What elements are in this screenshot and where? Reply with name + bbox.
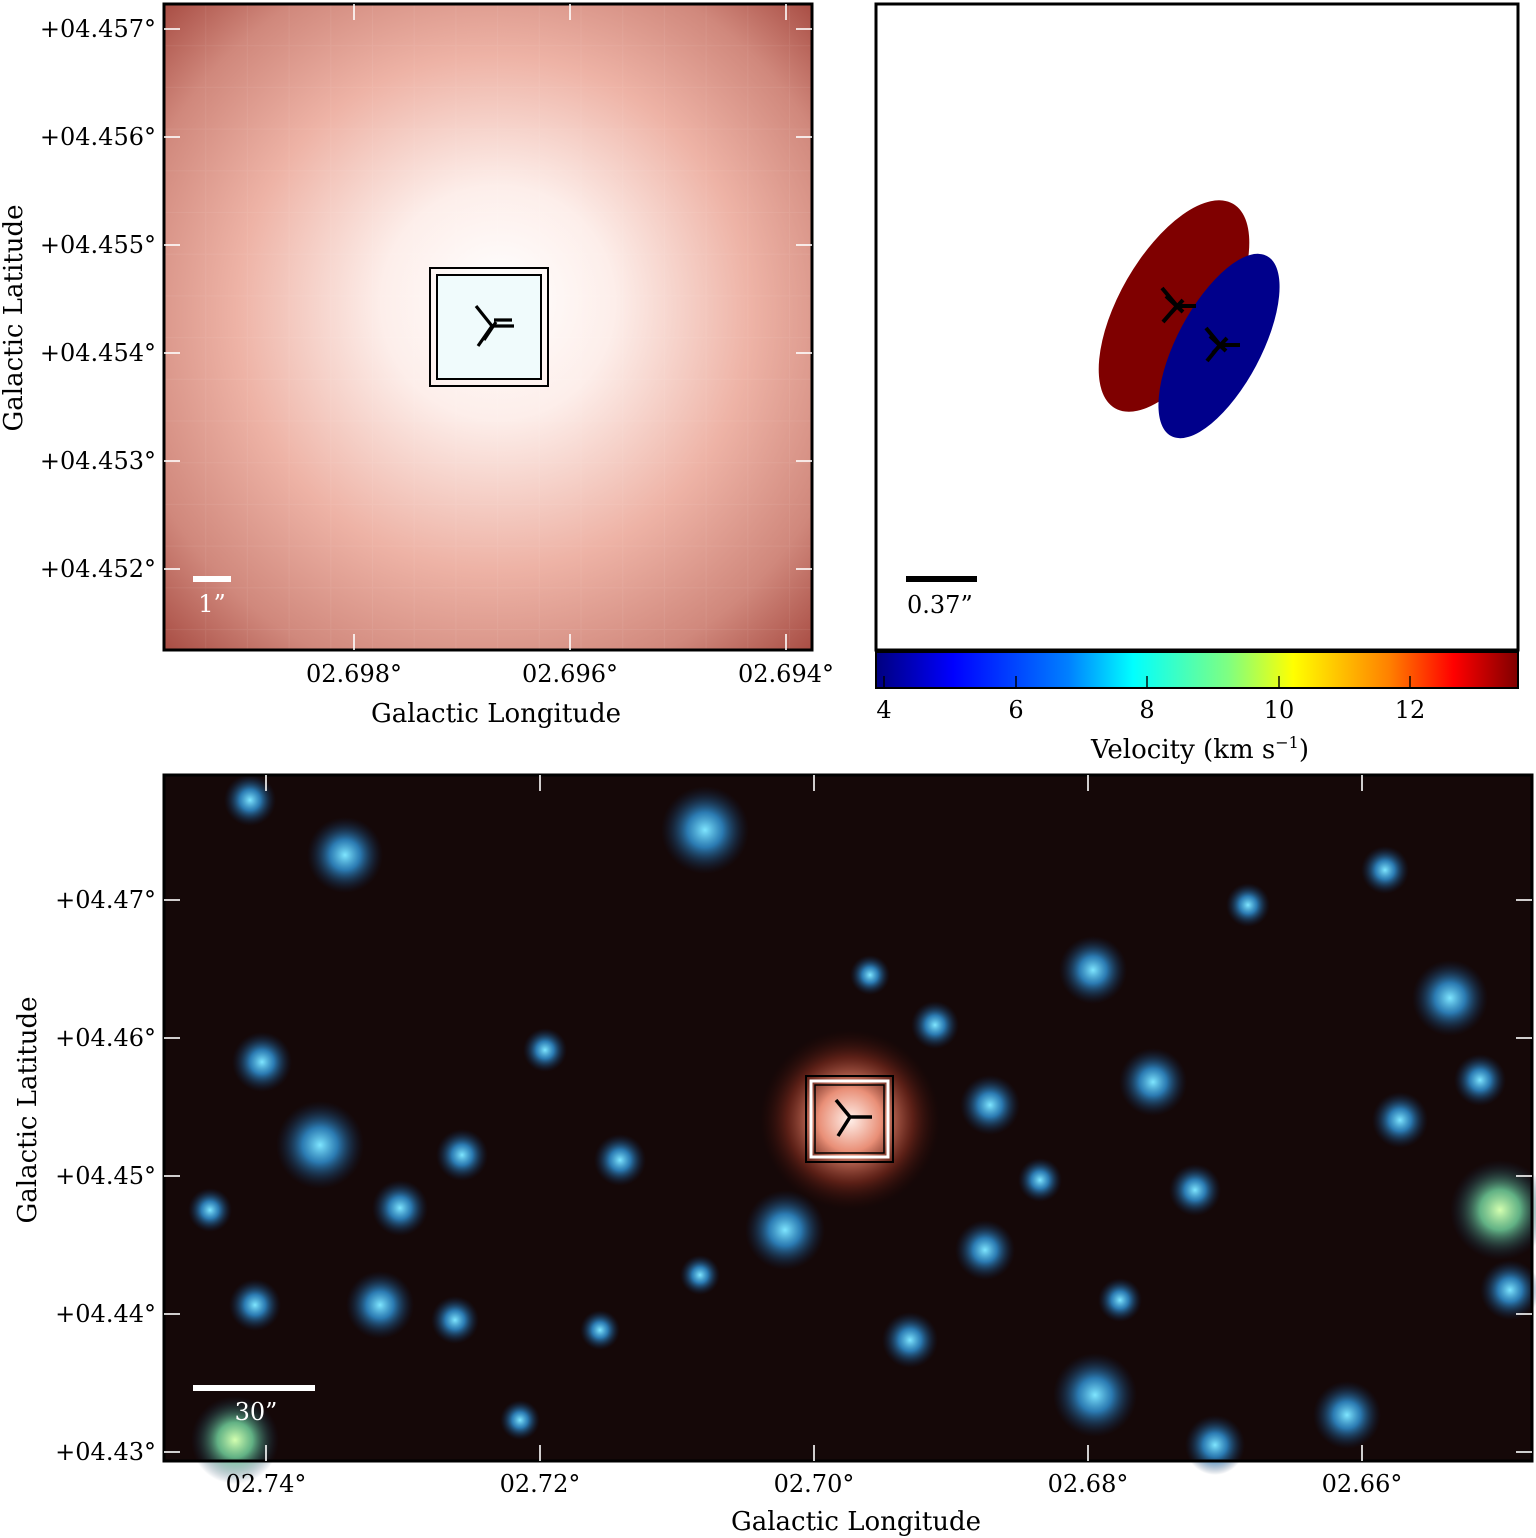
top-left-ticks [164,4,812,650]
field-star [1185,1415,1245,1475]
field-star [1454,1054,1506,1106]
colorbar-tick-label: 12 [1395,696,1426,724]
maser-marker-icon [834,1098,872,1137]
top-left-frame [162,2,814,652]
field-star [1059,936,1127,1004]
y-tick-label: +04.44° [55,1300,156,1328]
field-star [500,1400,540,1440]
field-star [307,817,383,893]
x-tick-label: 02.72° [500,1470,581,1498]
field-star [960,1075,1020,1135]
field-star [346,1271,414,1339]
y-tick-label: +04.453° [40,447,156,475]
field-star [911,1001,959,1049]
field-star [1361,846,1409,894]
field-star [882,1312,938,1368]
field-star [680,1255,720,1295]
bottom-source-box [805,1075,894,1163]
bottom-ticks [164,775,1532,1461]
field-star [850,955,890,995]
bottom-frame [162,773,1534,1463]
field-star [580,1310,620,1350]
colorbar-tick-label: 4 [876,696,891,724]
bottom-x-axis-label: Galactic Longitude [731,1507,981,1537]
top-left-x-axis-label: Galactic Longitude [371,699,621,729]
field-star [1450,1160,1536,1260]
field-star [276,1101,364,1189]
field-star [232,1032,292,1092]
field-star [661,786,749,874]
x-tick-label: 02.74° [226,1470,307,1498]
x-tick-label: 02.70° [774,1470,855,1498]
top-right-scale-bar-label: 0.37” [907,591,973,619]
field-star [1053,1353,1137,1437]
field-star [229,1279,281,1331]
field-star [224,774,276,826]
x-tick-label: 02.66° [1322,1470,1403,1498]
y-tick-label: +04.45° [55,1162,156,1190]
y-tick-label: +04.455° [40,231,156,259]
field-star [1169,1164,1221,1216]
bottom-x-tick-labels: 02.74° 02.72° 02.70° 02.68° 02.66° [226,1470,1403,1498]
top-left-y-axis-label: Galactic Latitude [0,205,29,432]
bottom-y-axis-label: Galactic Latitude [13,997,43,1224]
x-tick-label: 02.694° [738,660,834,688]
top-left-y-tick-labels: +04.457° +04.456° +04.455° +04.454° +04.… [40,15,156,583]
velocity-colorbar [875,651,1519,689]
source-box [429,267,549,387]
field-star [1226,883,1270,927]
field-star [594,1134,646,1186]
maser-marker-icon [474,305,514,347]
colorbar-tick-label: 6 [1008,696,1023,724]
bottom-panel: +04.47° +04.46° +04.45° +04.44° +04.43° … [13,773,1536,1537]
y-tick-label: +04.454° [40,339,156,367]
field-star [1372,1092,1428,1148]
field-star [1119,1048,1187,1116]
field-star [431,1296,479,1344]
bottom-y-tick-labels: +04.47° +04.46° +04.45° +04.44° +04.43° [55,886,156,1466]
field-star [1098,1278,1142,1322]
field-star [1018,1158,1062,1202]
colorbar-tick-label: 8 [1139,696,1154,724]
x-tick-label: 02.698° [306,660,402,688]
colorbar-label: Velocity (km s−1) [1090,733,1309,765]
field-star [1480,1260,1536,1320]
y-tick-label: +04.43° [55,1438,156,1466]
x-tick-label: 02.696° [522,660,618,688]
field-star [436,1129,488,1181]
colorbar-tick-label: 10 [1264,696,1295,724]
field-star [1313,1381,1381,1449]
y-tick-label: +04.46° [55,1024,156,1052]
y-tick-label: +04.47° [55,886,156,914]
top-right-panel: 0.37” 4 6 8 10 12 Velocity (km s−1) [874,2,1520,765]
field-star [745,1190,825,1270]
bottom-field-stars [188,774,1536,1484]
y-tick-label: +04.452° [40,555,156,583]
y-tick-label: +04.457° [40,15,156,43]
bottom-scale-bar-label: 30” [235,1398,278,1426]
field-star [372,1180,428,1236]
maser-marker-icon [1160,286,1240,363]
field-star [955,1220,1015,1280]
colorbar-tick-labels: 4 6 8 10 12 [876,696,1425,724]
top-left-panel: +04.457° +04.456° +04.455° +04.454° +04.… [0,2,834,729]
field-star [1412,960,1488,1036]
field-star [523,1028,567,1072]
x-tick-label: 02.68° [1048,1470,1129,1498]
field-star [188,1188,232,1232]
colorbar-ticks [883,676,1411,688]
top-left-x-tick-labels: 02.698° 02.696° 02.694° [306,660,834,688]
y-tick-label: +04.456° [40,123,156,151]
top-left-scale-bar-label: 1” [198,590,226,618]
